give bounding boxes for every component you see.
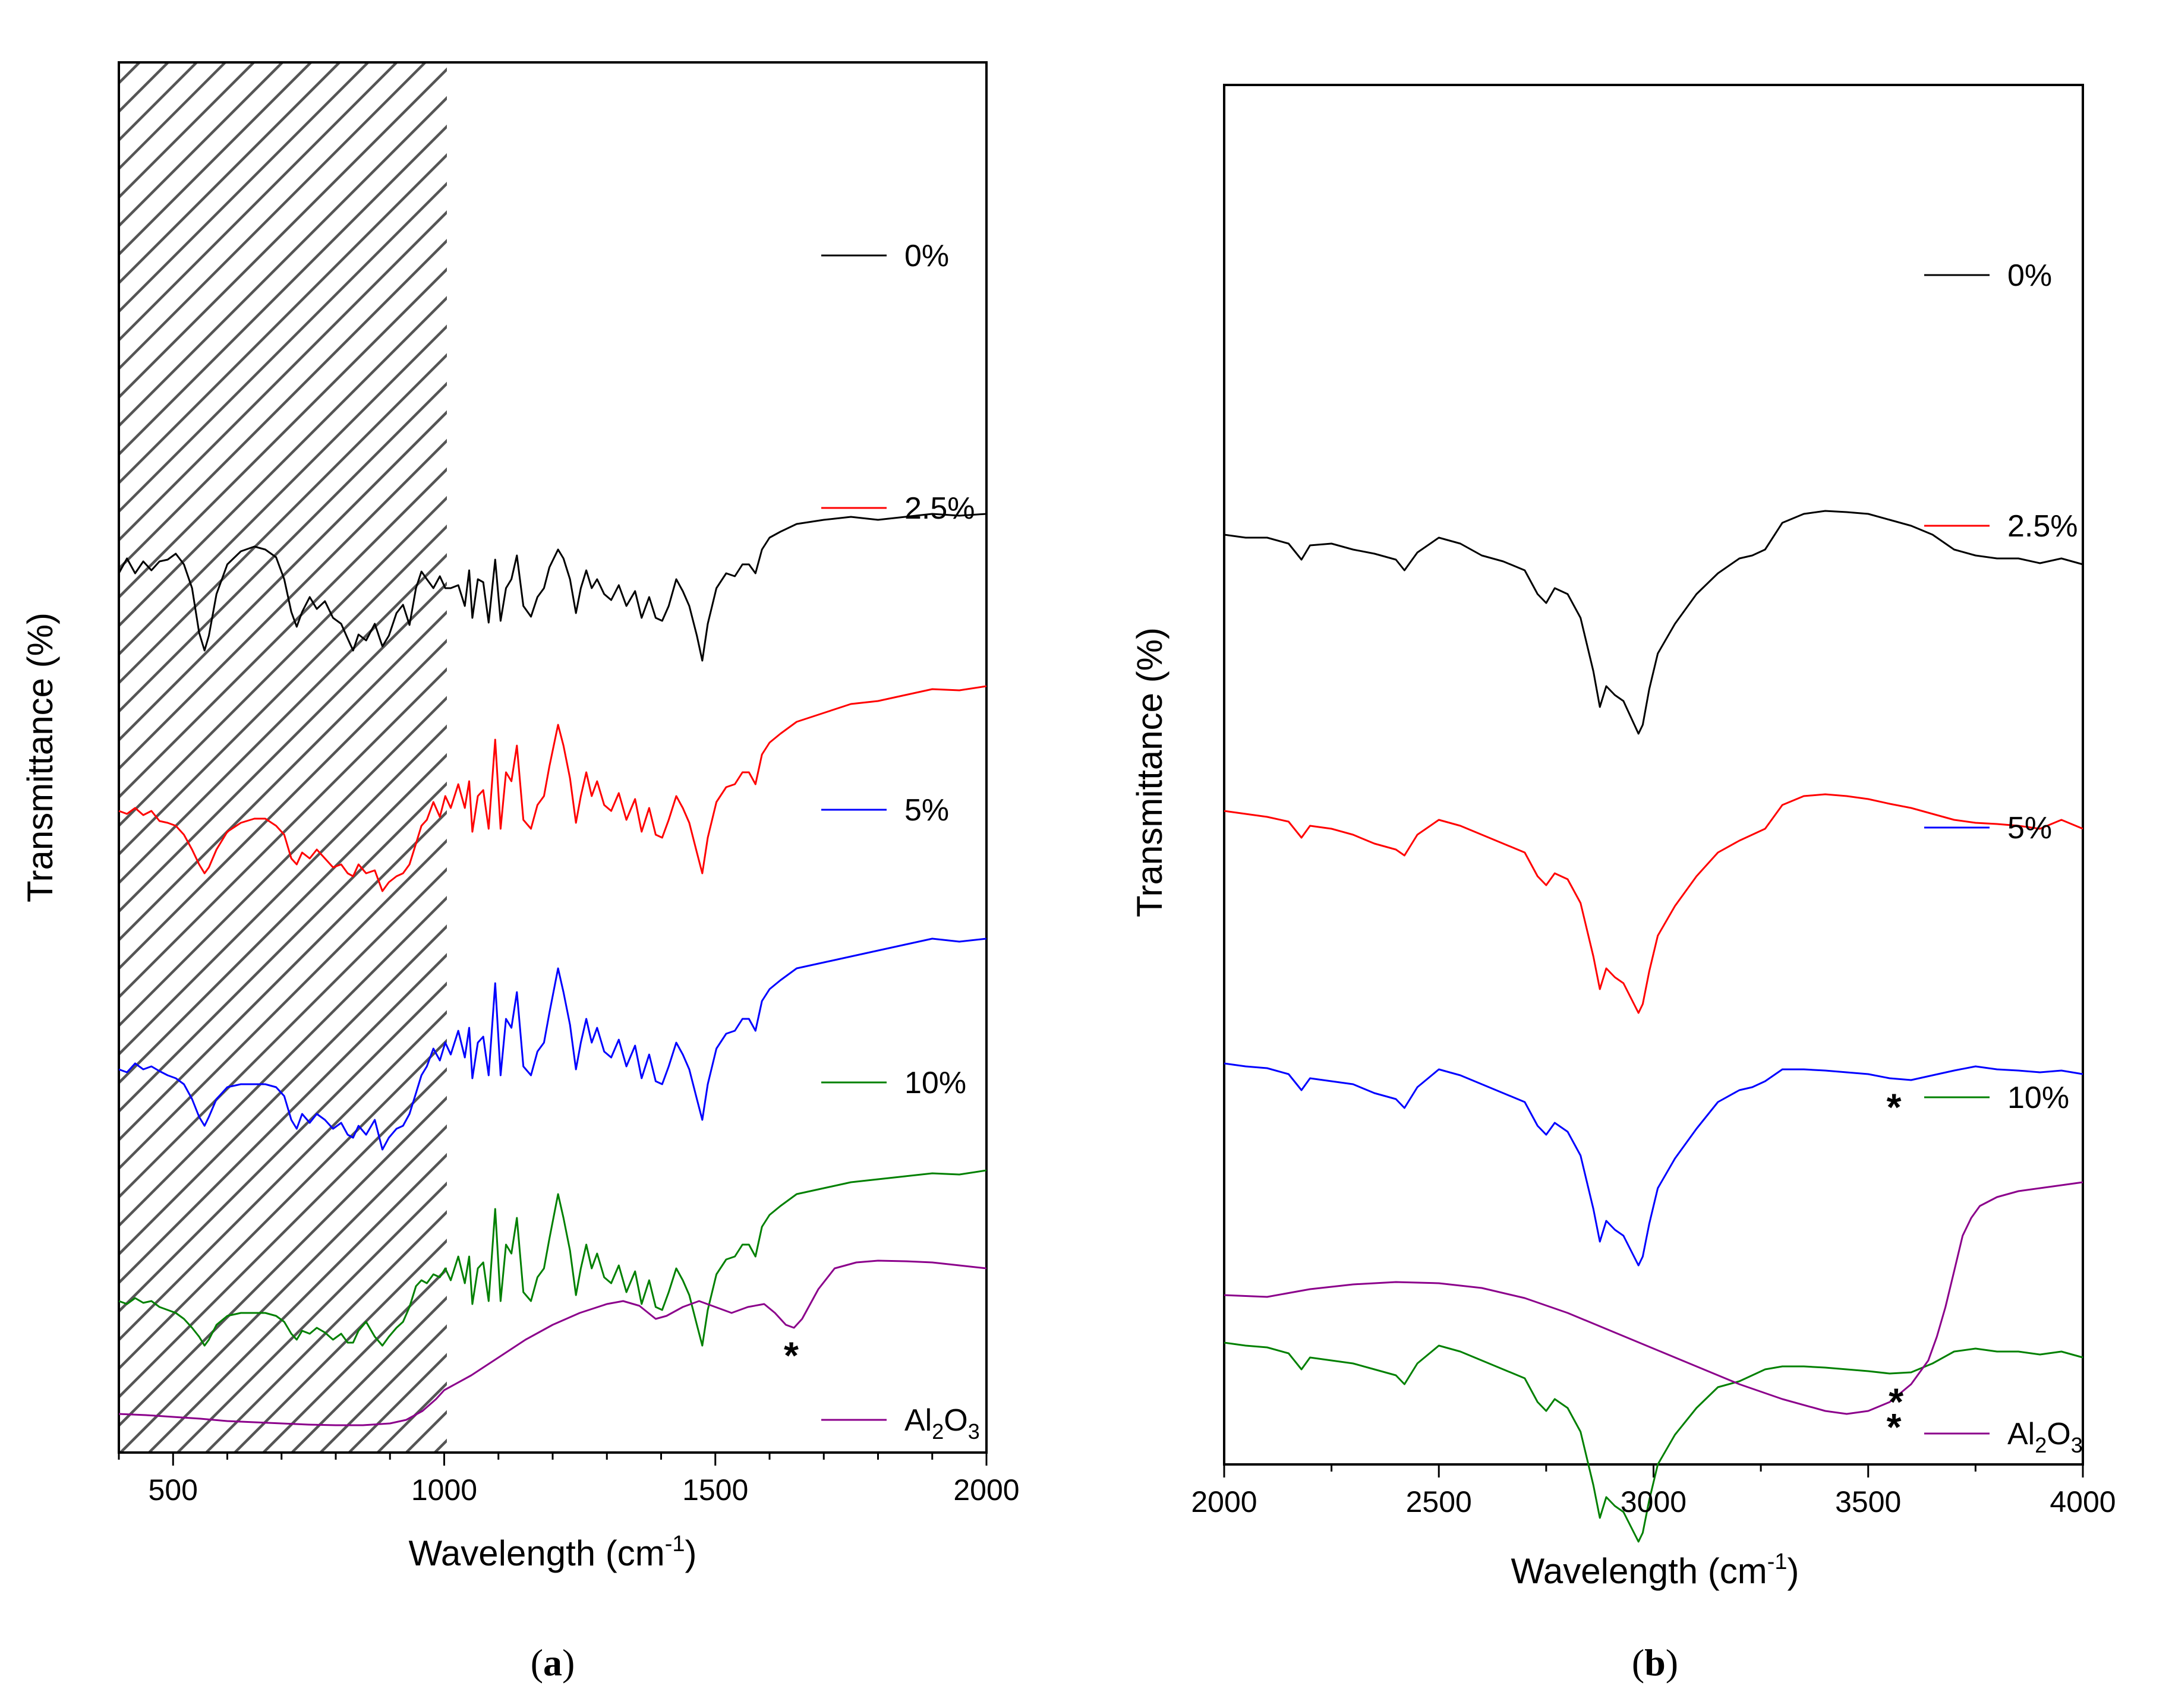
legend-label-0: 0% xyxy=(904,239,949,273)
legend-label-5: 5% xyxy=(2007,811,2052,845)
x-axis-a: 500 1000 1500 2000 xyxy=(118,1453,1020,1507)
series-line-25 xyxy=(1224,793,2083,1014)
series-line-5 xyxy=(1224,1062,2083,1267)
panel-b: 0%2.5%5%10%Al2O3*** 2000 2500 3000 3500 4000… xyxy=(1130,84,2116,1684)
annotation-asterisk-1: * xyxy=(1889,1380,1903,1423)
legend-label-25: 2.5% xyxy=(2007,509,2078,544)
plot-area-b: 0%2.5%5%10%Al2O3*** xyxy=(1224,258,2083,1543)
annotation-asterisk-2: * xyxy=(1887,1406,1902,1448)
annotation-asterisk-0: * xyxy=(1887,1086,1902,1129)
legend-label-5: 5% xyxy=(904,793,949,828)
annotation-asterisk-0: * xyxy=(784,1334,799,1376)
x-tick-label-2000: 2000 xyxy=(953,1473,1019,1507)
x-tick-label-1500: 1500 xyxy=(682,1473,748,1507)
y-axis-label-a: Transmittance (%) xyxy=(20,613,60,902)
x-axis-b: 2000 2500 3000 3500 4000 xyxy=(1191,1464,2116,1518)
series-line-0 xyxy=(118,513,987,662)
legend-label-25: 2.5% xyxy=(904,491,975,526)
panel-label-a: (a) xyxy=(531,1641,575,1684)
x-tick-label-3500: 3500 xyxy=(1835,1485,1901,1518)
series-line-5 xyxy=(118,937,987,1151)
plot-frame-b xyxy=(1223,84,2084,1466)
series-line-al2o3 xyxy=(118,1259,987,1426)
x-tick-label-3000: 3000 xyxy=(1621,1485,1686,1518)
panel-a: 0% 2.5% 5% 10% Al2O3 * 500 1000 1500 2000 Transm… xyxy=(20,61,1020,1684)
x-tick-label-4000: 4000 xyxy=(2050,1485,2116,1518)
x-axis-label-a: Wavelength (cm-1) xyxy=(408,1532,696,1573)
series-line-al2o3 xyxy=(1224,1181,2083,1415)
series-line-0 xyxy=(1224,510,2083,735)
x-tick-label-1000: 1000 xyxy=(411,1473,477,1507)
panel-label-b: (b) xyxy=(1632,1641,1678,1684)
y-axis-label-b: Transmittance (%) xyxy=(1130,627,1169,917)
x-axis-label-b: Wavelength (cm-1) xyxy=(1511,1549,1799,1591)
series-line-10 xyxy=(118,1169,987,1347)
legend-label-al2o3: Al2O3 xyxy=(2007,1417,2083,1457)
x-tick-label-2500: 2500 xyxy=(1406,1485,1472,1518)
x-tick-label-500: 500 xyxy=(149,1473,198,1507)
series-line-10 xyxy=(1224,1341,2083,1543)
legend-label-0: 0% xyxy=(2007,258,2052,293)
series-line-25 xyxy=(118,685,987,892)
hatched-region xyxy=(120,62,447,1453)
legend-label-10: 10% xyxy=(2007,1081,2069,1115)
legend-label-al2o3: Al2O3 xyxy=(904,1403,980,1444)
plot-area-a: 0% 2.5% 5% 10% Al2O3 * xyxy=(118,239,987,1444)
x-tick-label-2000: 2000 xyxy=(1191,1485,1257,1518)
legend-label-10: 10% xyxy=(904,1066,966,1100)
